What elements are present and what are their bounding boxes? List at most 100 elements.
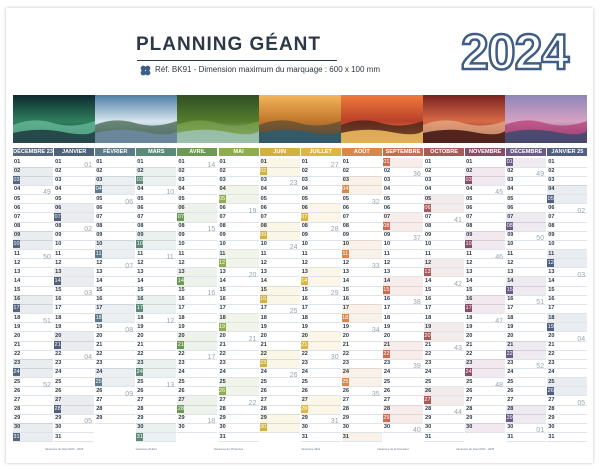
day-number: 06	[424, 203, 431, 212]
day-number: 22	[178, 351, 185, 358]
day-cell: 25	[136, 378, 176, 387]
weekend-shade	[506, 350, 547, 360]
day-number: 11	[95, 249, 103, 258]
week-number: 42	[454, 280, 462, 288]
day-number: 08	[466, 223, 473, 230]
day-rule	[300, 166, 341, 168]
day-cell: 22	[424, 350, 464, 359]
day-cell: 01	[342, 158, 382, 167]
day-number: 21	[54, 341, 62, 349]
day-cell: 24	[95, 368, 136, 378]
day-number: 10	[219, 241, 226, 248]
day-cell: 11	[136, 250, 176, 259]
month-header: JANVIER 25	[547, 148, 588, 156]
day-cell: 25	[301, 378, 341, 387]
day-cell: 28	[54, 405, 95, 415]
day-cell: 14	[13, 277, 53, 286]
weekend-shade	[465, 176, 506, 186]
day-number: 22	[260, 351, 267, 358]
day-number: 26	[137, 387, 144, 394]
day-number: 30	[55, 424, 62, 431]
day-cell: 27	[465, 396, 505, 405]
day-cell: 15	[13, 286, 53, 295]
day-rule	[382, 422, 423, 424]
day-number: 10	[342, 241, 350, 248]
day-cell: 30	[177, 423, 217, 432]
day-cell: 21	[300, 341, 341, 350]
day-rule	[300, 303, 341, 305]
day-cell: 05	[301, 195, 341, 204]
day-cell: 13	[547, 268, 587, 277]
day-rule	[300, 230, 341, 232]
day-cell: 10	[260, 240, 300, 249]
day-rule	[136, 377, 177, 379]
day-rule	[465, 377, 506, 379]
day-number: 07	[507, 213, 514, 220]
day-number: 28	[466, 406, 473, 413]
week-number: 16	[207, 290, 216, 298]
day-number: 17	[13, 304, 20, 313]
day-cell: 12	[136, 259, 176, 268]
day-rule	[341, 432, 382, 433]
day-rule	[465, 194, 506, 196]
day-number: 16	[383, 296, 391, 303]
day-number: 12	[96, 259, 103, 266]
day-rule	[95, 294, 136, 296]
day-cell: 20	[383, 332, 423, 341]
day-rule	[465, 285, 506, 287]
day-rule	[136, 404, 177, 406]
day-cell: 20	[95, 332, 135, 341]
day-number: 20	[137, 332, 144, 339]
day-number: 12	[547, 258, 555, 267]
day-cell: 09	[136, 231, 177, 241]
day-number: 12	[507, 259, 514, 266]
day-number: 18	[507, 314, 514, 321]
day-rule	[547, 285, 588, 287]
day-rule	[54, 175, 95, 177]
day-number: 13	[14, 268, 21, 275]
weekend-shade	[95, 304, 136, 314]
week-number: 47	[495, 317, 503, 325]
day-number: 15	[466, 287, 473, 294]
day-rule	[54, 303, 95, 305]
day-rule	[547, 267, 588, 269]
day-rule	[465, 166, 506, 168]
day-cell: 01	[547, 158, 587, 167]
day-rule	[259, 212, 300, 214]
day-number: 13	[55, 268, 62, 275]
week-number: 34	[371, 326, 380, 334]
day-rule	[424, 404, 465, 406]
day-cell: 10	[341, 240, 382, 250]
weekend-shade	[54, 405, 95, 415]
day-rule	[136, 184, 177, 186]
day-cell: 24	[506, 368, 546, 377]
day-number: 21	[507, 342, 514, 348]
day-rule	[382, 377, 423, 379]
day-number: 09	[55, 232, 62, 239]
photo-lupin-lake-dusk	[505, 95, 587, 143]
weekend-shade	[177, 267, 218, 277]
day-cell: 11	[465, 250, 505, 259]
day-number: 28	[54, 405, 62, 414]
day-rule	[382, 349, 423, 351]
day-rule	[218, 395, 259, 397]
day-rule	[506, 322, 547, 324]
day-cell: 25	[341, 377, 382, 387]
weekend-shade	[300, 203, 341, 213]
day-rule	[300, 322, 341, 324]
day-number: 14	[219, 277, 226, 284]
day-number: 09	[178, 232, 185, 239]
day-number: 17	[260, 305, 267, 312]
day-number: 31	[548, 433, 555, 440]
day-rule	[136, 303, 177, 305]
day-cell: 22	[342, 350, 382, 359]
day-rule	[259, 377, 300, 379]
day-cell: 06	[342, 204, 382, 213]
day-cell: 15	[382, 286, 423, 296]
weekend-shade	[465, 368, 506, 378]
day-cell: 10	[383, 240, 423, 249]
day-rule	[424, 267, 465, 269]
day-rule	[424, 386, 465, 388]
day-cell: 08	[54, 222, 94, 231]
day-rule	[341, 322, 382, 324]
